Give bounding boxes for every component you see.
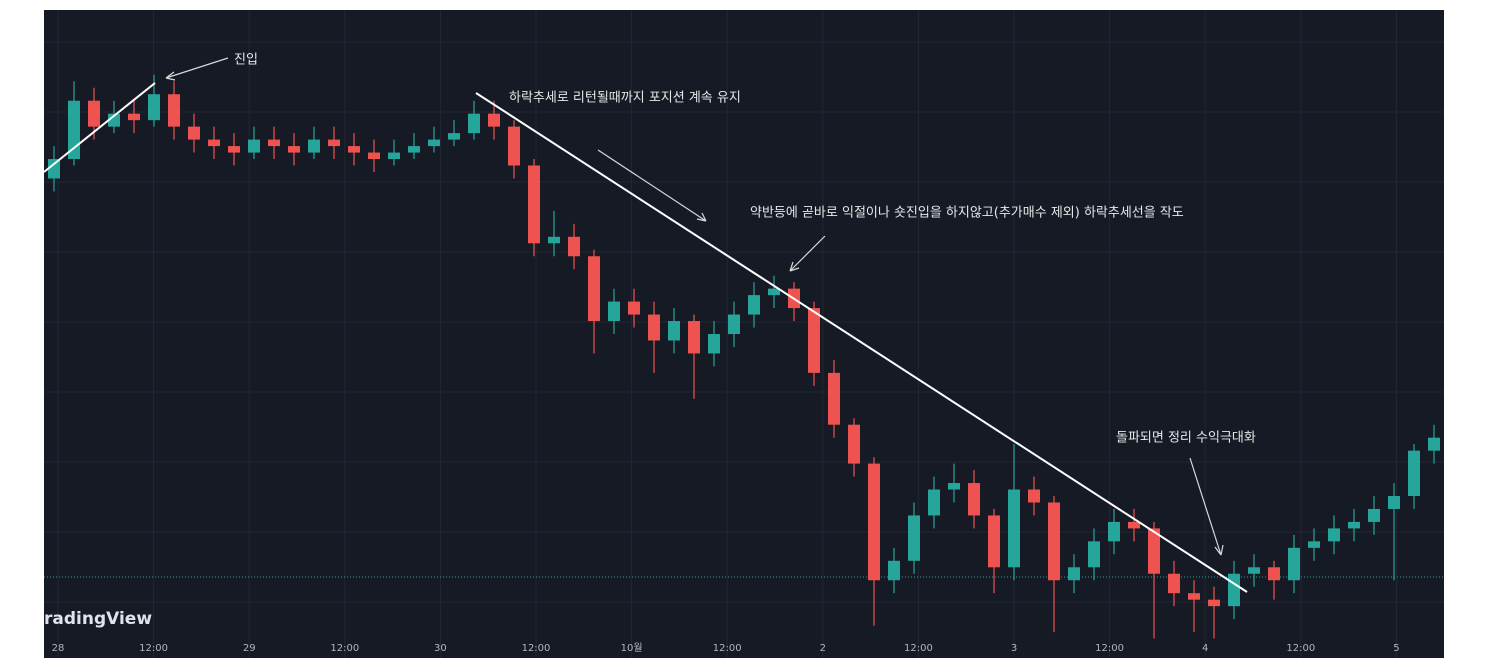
annotation: 진입 xyxy=(234,53,258,68)
candle-body xyxy=(868,463,880,581)
candle-body xyxy=(1028,489,1040,503)
candle-body xyxy=(488,113,500,127)
candle-body xyxy=(688,321,700,354)
candle-body xyxy=(1268,567,1280,581)
annotation: 돌파되면 정리 수익극대화 xyxy=(1116,431,1256,446)
candle-body xyxy=(248,139,260,153)
x-tick-label: 5 xyxy=(1393,643,1399,654)
x-tick-label: 2 xyxy=(820,643,826,654)
candle-body xyxy=(228,146,240,153)
x-tick-label: 30 xyxy=(434,643,447,654)
arrow xyxy=(789,235,826,272)
x-tick-label: 12:00 xyxy=(1095,643,1124,654)
candle-body xyxy=(668,321,680,341)
annotation: 약반등에 곧바로 익절이나 숏진입을 하지않고(추가매수 제외) 하락추세선을 … xyxy=(750,206,1184,221)
candle-body xyxy=(1228,573,1240,607)
candle-body xyxy=(368,152,380,160)
candle-body xyxy=(708,334,720,354)
candle-body xyxy=(808,308,820,373)
candle-body xyxy=(1188,593,1200,600)
candle-body xyxy=(648,314,660,341)
x-tick-label: 29 xyxy=(243,643,256,654)
arrow xyxy=(1189,457,1224,556)
candle-body xyxy=(568,236,580,257)
candle-body xyxy=(1168,573,1180,594)
candle-body xyxy=(828,372,840,425)
candle-body xyxy=(188,126,200,140)
x-tick-label: 12:00 xyxy=(904,643,933,654)
candle-body xyxy=(288,146,300,153)
annotation: 하락추세로 리턴될때까지 포지션 계속 유지 xyxy=(509,91,741,106)
candle-body xyxy=(588,256,600,322)
candle-body xyxy=(1208,599,1220,607)
candle-body xyxy=(168,94,180,127)
candle-body xyxy=(1328,528,1340,542)
candle-body xyxy=(468,113,480,134)
candle-body xyxy=(1428,437,1440,451)
candle-body xyxy=(908,515,920,561)
x-tick-label: 12:00 xyxy=(330,643,359,654)
candle-body xyxy=(1008,489,1020,568)
candle-body xyxy=(388,152,400,160)
candle-body xyxy=(928,489,940,516)
candle-body xyxy=(1088,541,1100,568)
candle-body xyxy=(1368,508,1380,522)
candle-body xyxy=(408,146,420,153)
candle-body xyxy=(1308,541,1320,548)
candle-body xyxy=(948,483,960,490)
candle-body xyxy=(988,515,1000,568)
trend-line xyxy=(475,92,1248,593)
candle-body xyxy=(1068,567,1080,581)
candle-body xyxy=(448,133,460,140)
candle-body xyxy=(508,126,520,166)
candle-body xyxy=(1388,496,1400,509)
candle-body xyxy=(88,100,100,127)
x-tick-label: 12:00 xyxy=(139,643,168,654)
candle-body xyxy=(1348,521,1360,529)
x-tick-label: 12:00 xyxy=(522,643,551,654)
x-tick-label: 28 xyxy=(52,643,65,654)
candle-body xyxy=(748,295,760,315)
x-tick-label: 12:00 xyxy=(713,643,742,654)
candle-body xyxy=(888,560,900,581)
candle-body xyxy=(1128,521,1140,529)
arrow xyxy=(165,57,229,81)
x-tick-label: 4 xyxy=(1202,643,1208,654)
candle-body xyxy=(128,113,140,121)
candle-body xyxy=(548,236,560,244)
trend-line xyxy=(44,82,156,173)
x-tick-label: 10월 xyxy=(621,642,643,654)
candle-body xyxy=(268,139,280,147)
candle-body xyxy=(428,139,440,147)
candle-body xyxy=(208,139,220,147)
candle-body xyxy=(968,483,980,516)
candle-body xyxy=(848,424,860,464)
candle-body xyxy=(728,314,740,334)
candle-body xyxy=(48,159,60,179)
candle-body xyxy=(768,288,780,296)
candle-body xyxy=(328,139,340,147)
watermark: radingView xyxy=(44,609,152,629)
x-tick-label: 3 xyxy=(1011,643,1017,654)
candle-body xyxy=(308,139,320,153)
candle-body xyxy=(1148,528,1160,574)
candle-body xyxy=(608,301,620,322)
candle-body xyxy=(348,146,360,153)
candle-body xyxy=(1108,521,1120,542)
candle-body xyxy=(528,165,540,244)
arrow xyxy=(597,149,707,222)
chart-background xyxy=(44,10,1444,658)
candle-body xyxy=(1408,450,1420,496)
candle-body xyxy=(108,113,120,127)
candle-body xyxy=(1288,547,1300,581)
candle-body xyxy=(1048,502,1060,581)
candle-body xyxy=(628,301,640,315)
drawings: 진입 하락추세로 리턴될때까지 포지션 계속 유지 약반등에 곧바로 익절이나 … xyxy=(44,53,1256,629)
x-tick-label: 12:00 xyxy=(1286,643,1315,654)
candle-body xyxy=(1248,567,1260,574)
candle-body xyxy=(148,94,160,121)
